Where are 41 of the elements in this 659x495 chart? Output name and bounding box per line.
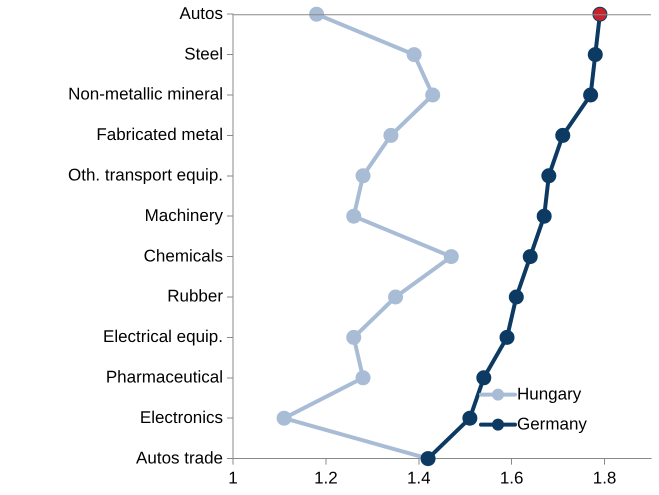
y-tick-label: Rubber xyxy=(167,286,224,306)
point xyxy=(425,88,440,102)
point xyxy=(406,47,422,62)
y-tick-label: Steel xyxy=(184,44,223,64)
y-tick-label: Fabricated metal xyxy=(96,125,223,144)
y-tick-label: Oth. transport equip. xyxy=(68,165,223,184)
point xyxy=(462,410,478,426)
y-tick-label: Machinery xyxy=(144,206,224,225)
point xyxy=(500,330,515,345)
point xyxy=(383,128,398,143)
point xyxy=(541,168,556,184)
y-tick-label: Electronics xyxy=(140,408,223,427)
y-tick-label: Chemicals xyxy=(144,246,223,266)
y-tick-label: Non-metallic mineral xyxy=(68,84,223,104)
point xyxy=(346,208,362,224)
point xyxy=(309,6,324,22)
point xyxy=(522,249,538,264)
legend-label: Hungary xyxy=(517,384,582,404)
point xyxy=(588,47,603,62)
point xyxy=(508,290,524,304)
point xyxy=(536,208,552,224)
legend-label: Germany xyxy=(517,414,588,434)
point xyxy=(346,330,362,345)
point xyxy=(583,88,598,102)
y-tick-label: Electrical equip. xyxy=(102,327,223,346)
point xyxy=(388,290,404,304)
x-tick-label: 1.2 xyxy=(314,468,338,488)
x-tick-label: 1.6 xyxy=(500,468,524,488)
x-tick-label: 1 xyxy=(228,468,238,488)
point xyxy=(476,370,492,386)
point xyxy=(356,168,371,184)
point xyxy=(356,370,371,386)
y-tick-label: Autos trade xyxy=(136,448,223,468)
point xyxy=(444,249,459,264)
x-tick-label: 1.8 xyxy=(592,468,616,488)
point xyxy=(555,128,570,143)
x-tick-label: 1.4 xyxy=(406,468,431,488)
point xyxy=(276,410,292,426)
y-tick-label: Autos xyxy=(180,4,223,23)
point xyxy=(592,6,608,22)
y-tick-label: Pharmaceutical xyxy=(106,367,223,386)
